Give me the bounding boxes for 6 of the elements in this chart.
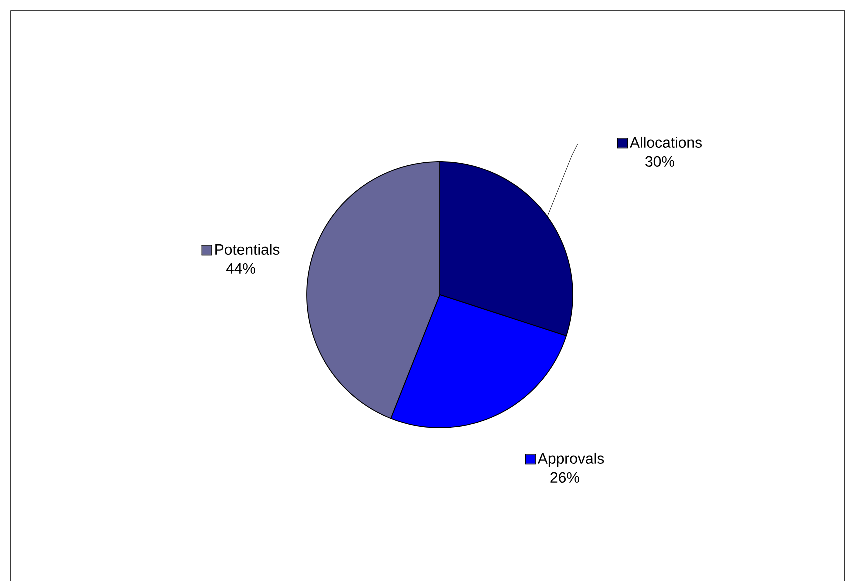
data-label: 44% <box>226 263 256 274</box>
data-label: 30% <box>646 156 674 167</box>
legend-label: Allocations <box>630 136 702 148</box>
legend-label: Potentials <box>216 244 280 256</box>
data-label: 26% <box>550 472 580 483</box>
legend-label: Approvals <box>538 452 604 467</box>
